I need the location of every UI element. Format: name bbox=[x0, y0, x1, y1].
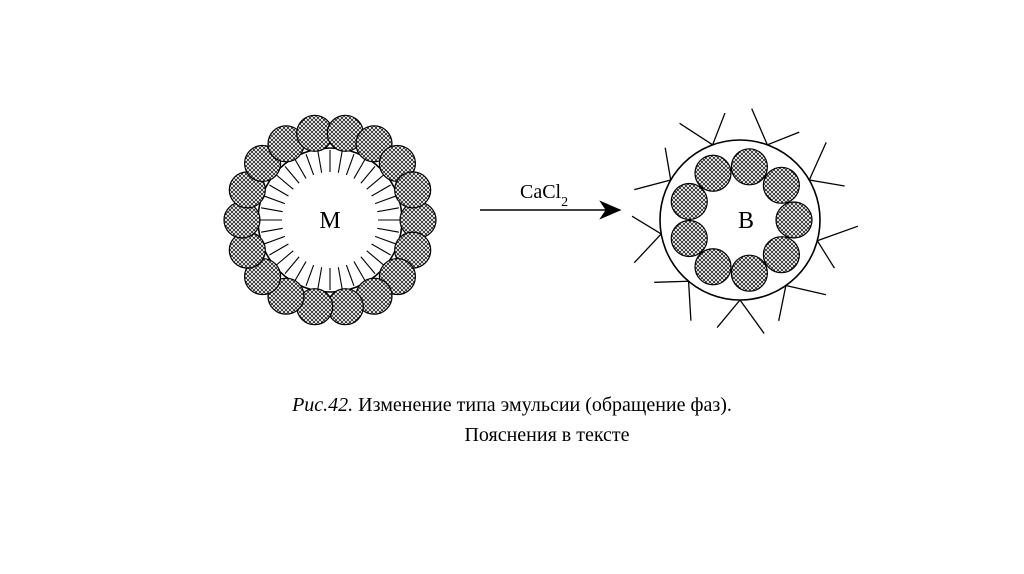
figure-canvas: М В CaCl2 Рис.42. Изменение типа эмульси… bbox=[0, 0, 1024, 574]
reaction-arrow: CaCl2 bbox=[480, 181, 620, 210]
emulsion-diagram: М В CaCl2 bbox=[120, 60, 900, 360]
figure-subtitle: Пояснения в тексте bbox=[0, 420, 1024, 450]
right-droplet: В bbox=[632, 109, 858, 334]
svg-text:В: В bbox=[738, 208, 754, 234]
figure-number: Рис.42. bbox=[292, 394, 353, 416]
svg-text:М: М bbox=[319, 208, 340, 234]
figure-caption: Рис.42. Изменение типа эмульсии (обращен… bbox=[0, 390, 1024, 450]
figure-title: Изменение типа эмульсии (обращение фаз). bbox=[358, 394, 732, 416]
svg-text:CaCl2: CaCl2 bbox=[520, 181, 568, 210]
left-droplet: М bbox=[224, 115, 436, 324]
